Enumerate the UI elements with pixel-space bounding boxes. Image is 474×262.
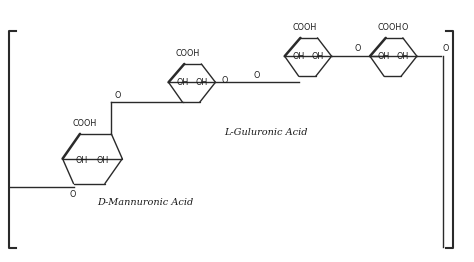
Text: OH: OH bbox=[97, 156, 109, 165]
Text: OH: OH bbox=[176, 78, 189, 87]
Text: L-Guluronic Acid: L-Guluronic Acid bbox=[224, 128, 307, 137]
Text: O: O bbox=[69, 190, 76, 199]
Text: O: O bbox=[221, 76, 228, 85]
Text: O: O bbox=[115, 91, 121, 100]
Text: COOH: COOH bbox=[377, 23, 401, 32]
Text: OH: OH bbox=[378, 52, 390, 61]
Text: OH: OH bbox=[292, 52, 305, 61]
Text: O: O bbox=[355, 44, 361, 53]
Text: D-Mannuronic Acid: D-Mannuronic Acid bbox=[97, 198, 193, 207]
Text: COOH: COOH bbox=[176, 49, 200, 58]
Text: OH: OH bbox=[397, 52, 409, 61]
Text: O: O bbox=[443, 44, 449, 53]
Text: O: O bbox=[402, 23, 409, 32]
Text: OH: OH bbox=[76, 156, 88, 165]
Text: COOH: COOH bbox=[73, 119, 97, 128]
Text: COOH: COOH bbox=[292, 23, 316, 32]
Text: O: O bbox=[254, 71, 260, 80]
Text: OH: OH bbox=[311, 52, 324, 61]
Text: OH: OH bbox=[195, 78, 208, 87]
